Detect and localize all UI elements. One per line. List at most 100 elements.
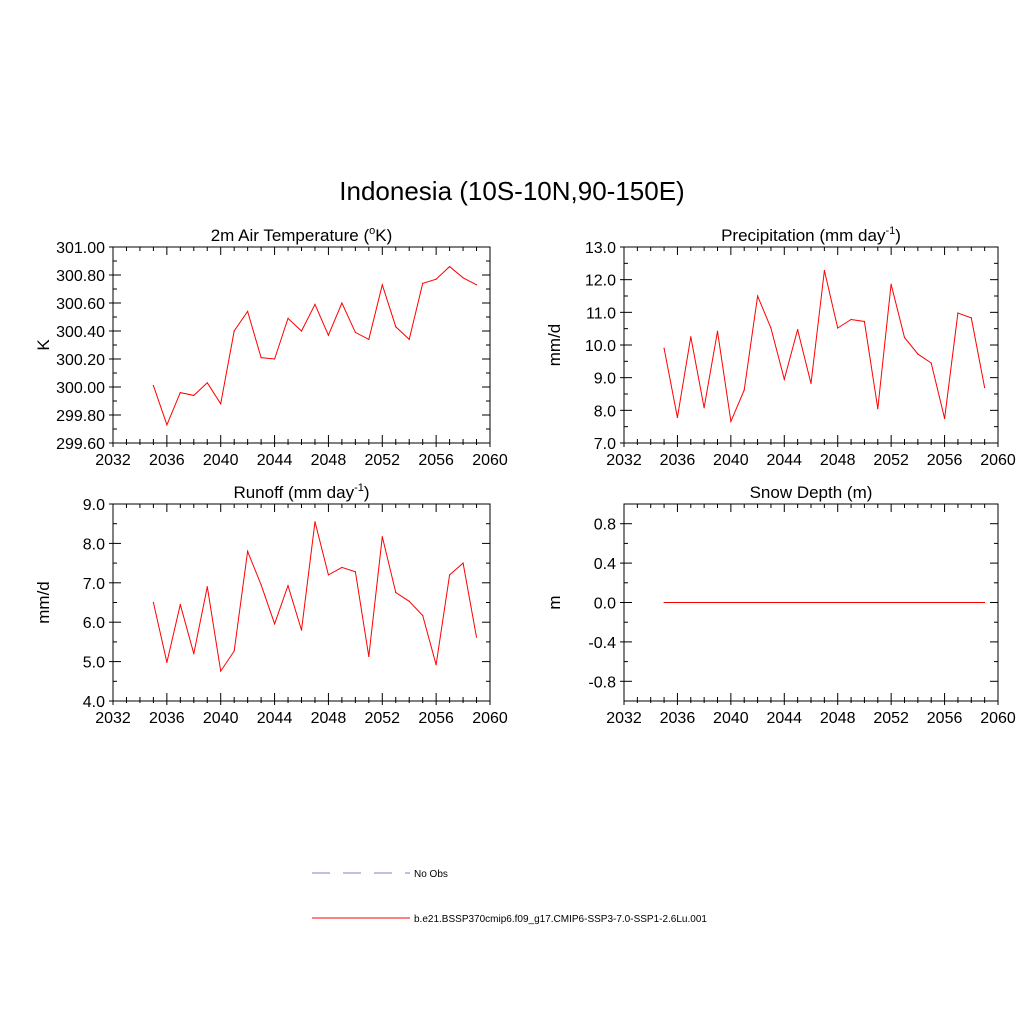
data-point-prec — [863, 320, 866, 323]
data-point-temp — [435, 278, 437, 280]
data-point-prec — [823, 269, 825, 272]
x-tick-label: 2044 — [766, 710, 802, 727]
data-point-runoff — [341, 566, 343, 569]
x-tick-label: 2032 — [95, 452, 131, 469]
data-point-prec — [743, 389, 745, 391]
data-point-temp — [462, 277, 464, 279]
y-axis-label: m — [545, 595, 564, 609]
x-tick-label: 2044 — [257, 710, 293, 727]
series-line-prec — [663, 270, 986, 424]
data-point-prec — [810, 382, 812, 385]
data-point-runoff — [435, 664, 437, 666]
data-point-temp — [381, 284, 383, 286]
data-point-runoff — [247, 550, 249, 552]
y-tick-label: 8.0 — [594, 403, 616, 420]
data-point-temp — [422, 282, 424, 284]
series-line-temp — [152, 265, 477, 427]
x-tick-label: 2044 — [766, 452, 802, 469]
y-tick-label: 299.60 — [56, 436, 105, 453]
data-point-temp — [314, 303, 316, 305]
data-point-temp — [206, 382, 208, 384]
data-point-temp — [368, 338, 370, 340]
panel-title: 2m Air Temperature (oK) — [211, 225, 393, 245]
data-point-runoff — [395, 592, 397, 594]
data-point-prec — [690, 336, 692, 338]
data-point-runoff — [287, 584, 289, 587]
data-point-prec — [890, 283, 892, 285]
y-tick-label: 9.0 — [594, 371, 616, 388]
panel-snow-depth: Snow Depth (m) m 2032 2036 2040 2044 2048 2052 2… — [545, 483, 1016, 727]
legend: No Obs b.e21.BSSP370cmip6.f09_g17.CMIP6-… — [312, 869, 707, 925]
data-point-temp — [341, 302, 343, 304]
x-tick-label: 2036 — [149, 710, 185, 727]
data-point-runoff — [422, 614, 424, 617]
data-point-temp — [220, 403, 222, 405]
data-point-runoff — [152, 601, 154, 604]
data-point-prec — [930, 362, 932, 364]
data-point-temp — [273, 358, 276, 360]
x-tick-label: 2060 — [472, 452, 508, 469]
x-tick-label: 2060 — [980, 710, 1016, 727]
x-tick-label: 2056 — [927, 452, 963, 469]
x-tick-label: 2044 — [257, 452, 293, 469]
data-point-prec — [903, 336, 906, 339]
series-line-runoff — [152, 521, 477, 673]
data-point-runoff — [233, 650, 235, 652]
x-tick-label: 2036 — [660, 710, 696, 727]
data-point-temp — [408, 338, 410, 340]
data-point-temp — [233, 330, 235, 332]
data-point-prec — [984, 386, 986, 389]
data-point-runoff — [381, 536, 383, 538]
data-point-prec — [917, 353, 919, 355]
y-tick-label: 7.0 — [594, 436, 616, 453]
data-point-temp — [287, 317, 289, 319]
data-point-runoff — [220, 670, 222, 672]
x-tick-label: 2048 — [820, 452, 856, 469]
legend-label-no-obs: No Obs — [414, 869, 448, 880]
data-point-runoff — [327, 574, 330, 576]
x-tick-label: 2060 — [980, 452, 1016, 469]
x-tick-label: 2040 — [203, 452, 239, 469]
y-tick-label: 4.0 — [83, 694, 105, 711]
y-axis-label: mm/d — [34, 581, 53, 624]
x-tick-label: 2032 — [95, 710, 131, 727]
y-tick-label: 300.00 — [56, 380, 105, 397]
data-point-runoff — [462, 562, 464, 564]
y-tick-label: 0.8 — [594, 517, 616, 534]
plot-frame — [112, 246, 491, 444]
data-point-temp — [300, 330, 303, 332]
data-point-prec — [783, 378, 785, 380]
data-point-prec — [877, 408, 879, 410]
y-tick-label: 300.20 — [56, 352, 105, 369]
y-tick-label: 12.0 — [585, 273, 616, 290]
y-tick-label: 5.0 — [83, 655, 105, 672]
data-point-temp — [247, 310, 249, 312]
x-tick-label: 2048 — [311, 710, 347, 727]
y-tick-label: 301.00 — [56, 240, 105, 257]
data-point-prec — [703, 407, 705, 409]
data-point-temp — [327, 334, 330, 336]
data-point-prec — [970, 317, 972, 319]
data-point-temp — [449, 266, 451, 268]
y-tick-label: 0.4 — [594, 556, 616, 573]
x-tick-label: 2048 — [820, 710, 856, 727]
data-point-prec — [837, 327, 839, 329]
data-point-runoff — [166, 661, 168, 663]
panel-precipitation: Precipitation (mm day-1) mm/d 2032 2036 2040… — [545, 225, 1016, 469]
x-tick-label: 2032 — [606, 710, 642, 727]
panel-title: Snow Depth (m) — [750, 483, 873, 502]
y-tick-label: 9.0 — [83, 497, 105, 514]
panel-title: Runoff (mm day-1) — [233, 482, 369, 502]
data-point-runoff — [193, 653, 195, 655]
data-point-temp — [152, 385, 154, 387]
data-point-runoff — [449, 574, 451, 576]
y-tick-label: 13.0 — [585, 240, 616, 257]
panel-title: Precipitation (mm day-1) — [721, 225, 901, 245]
x-tick-label: 2052 — [873, 452, 909, 469]
data-point-snow — [984, 601, 986, 604]
data-point-runoff — [475, 636, 478, 638]
x-tick-label: 2052 — [873, 710, 909, 727]
data-point-prec — [716, 330, 719, 332]
x-tick-label: 2056 — [418, 452, 454, 469]
